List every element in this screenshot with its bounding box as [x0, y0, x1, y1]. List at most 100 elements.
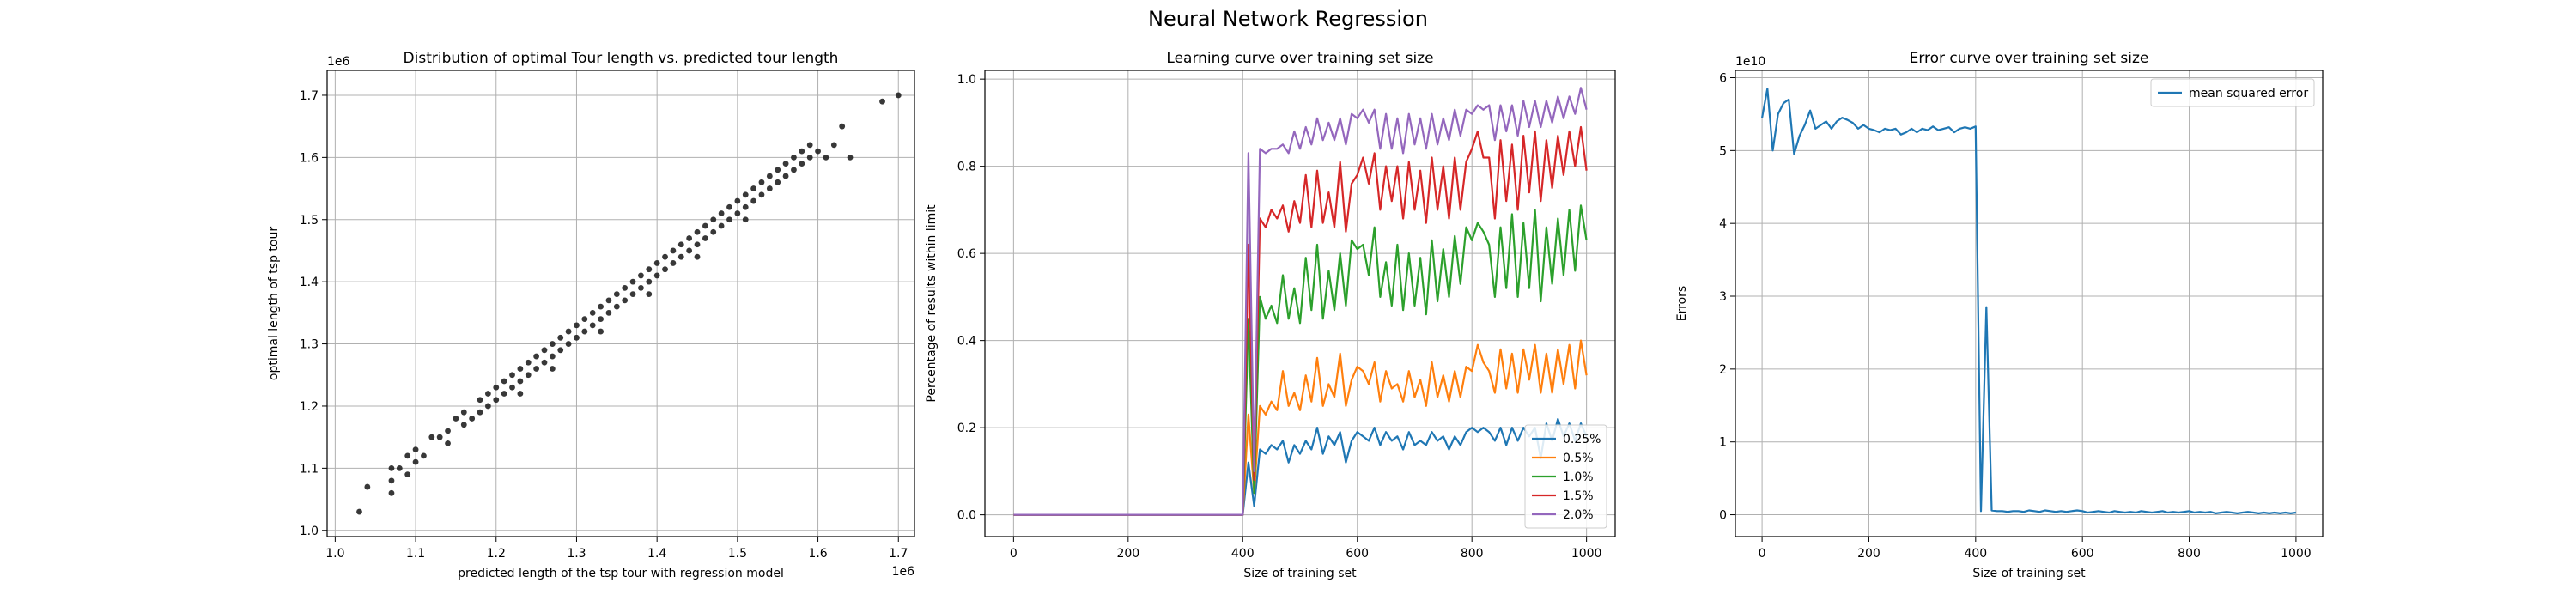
plot-area [1013, 87, 1588, 516]
y-axis-label: Percentage of results within limit [925, 204, 939, 403]
data-point [718, 222, 725, 229]
data-point [766, 185, 773, 191]
axes-frame [1735, 70, 2324, 537]
data-point [799, 148, 805, 155]
data-point [677, 241, 684, 248]
data-point [677, 253, 684, 260]
data-point [517, 391, 524, 397]
data-point [646, 278, 653, 285]
data-point [605, 309, 612, 316]
x-tick-label: 1.0 [325, 547, 344, 561]
y-tick-label: 1.5 [300, 214, 319, 228]
x-tick-label: 200 [1116, 547, 1139, 561]
data-point [638, 285, 644, 291]
data-point [477, 409, 483, 416]
data-point [598, 316, 604, 322]
data-point [517, 366, 524, 372]
data-point [388, 489, 395, 496]
data-point [670, 260, 677, 266]
data-point [493, 397, 500, 404]
data-point [686, 235, 693, 241]
data-point [815, 148, 821, 155]
data-point [694, 253, 701, 260]
legend-label: mean squared error [2189, 87, 2308, 100]
y-tick-label: 1.0 [300, 525, 319, 538]
y-tick-label: 0.0 [957, 509, 976, 523]
data-point [565, 341, 572, 347]
x-tick-label: 1000 [1571, 547, 1602, 561]
x-tick-label: 1.3 [567, 547, 586, 561]
data-point [710, 228, 717, 235]
data-point [750, 197, 757, 204]
chart-title: Error curve over training set size [1910, 50, 2149, 67]
data-point [501, 378, 507, 385]
legend-box [2150, 78, 2315, 107]
data-point [742, 191, 749, 198]
y-tick-label: 1 [1719, 436, 1727, 450]
y-offset-label: 1e6 [327, 55, 350, 69]
data-point [782, 161, 789, 167]
data-point [445, 428, 451, 434]
data-point [436, 434, 443, 440]
data-point [412, 458, 419, 465]
data-point [622, 297, 629, 304]
data-point [598, 328, 604, 335]
legend-label: 2.0% [1563, 508, 1594, 522]
data-point [799, 161, 805, 167]
data-point [734, 197, 741, 204]
data-point [726, 203, 732, 210]
x-tick-label: 800 [1461, 547, 1484, 561]
data-point [646, 266, 653, 273]
data-point [653, 272, 660, 279]
data-point [613, 303, 620, 310]
legend-box [1524, 424, 1607, 529]
chart-title: Learning curve over training set size [1166, 50, 1433, 67]
x-axis-label: Size of training set [1972, 567, 2086, 580]
y-offset-label: 1e10 [1735, 55, 1765, 69]
data-point [895, 92, 902, 99]
y-tick-label: 4 [1719, 217, 1727, 231]
y-tick-label: 1.4 [300, 276, 319, 289]
data-point [847, 154, 854, 161]
y-tick-label: 0.8 [957, 161, 976, 174]
data-point [806, 154, 813, 161]
data-point [581, 328, 588, 335]
data-point [791, 154, 797, 161]
data-point [509, 384, 515, 391]
data-point [525, 372, 532, 379]
data-point [541, 359, 548, 366]
data-point [388, 464, 395, 471]
x-tick-label: 0 [1010, 547, 1018, 561]
data-point [541, 347, 548, 354]
data-point [396, 464, 403, 471]
data-point [428, 434, 435, 440]
data-point [574, 322, 580, 329]
data-point [734, 210, 741, 216]
y-tick-label: 0.6 [957, 247, 976, 261]
legend-label: 0.5% [1563, 452, 1594, 465]
data-point [653, 260, 660, 266]
data-point [469, 416, 476, 422]
x-tick-label: 600 [2071, 547, 2094, 561]
data-point [589, 322, 596, 329]
plot-area [356, 92, 902, 515]
data-point [364, 483, 371, 490]
x-tick-label: 1000 [2281, 547, 2312, 561]
data-point [726, 216, 732, 223]
y-tick-label: 1.7 [300, 89, 319, 103]
data-point [484, 391, 491, 397]
data-point [718, 210, 725, 216]
data-point [662, 253, 668, 260]
data-point [412, 446, 419, 453]
data-point [421, 452, 427, 459]
data-point [574, 334, 580, 341]
y-tick-label: 0 [1719, 509, 1727, 523]
y-tick-label: 6 [1719, 71, 1727, 85]
y-tick-label: 1.1 [300, 462, 319, 476]
data-point [629, 291, 636, 298]
data-point [750, 185, 757, 191]
x-offset-label: 1e6 [892, 565, 915, 579]
